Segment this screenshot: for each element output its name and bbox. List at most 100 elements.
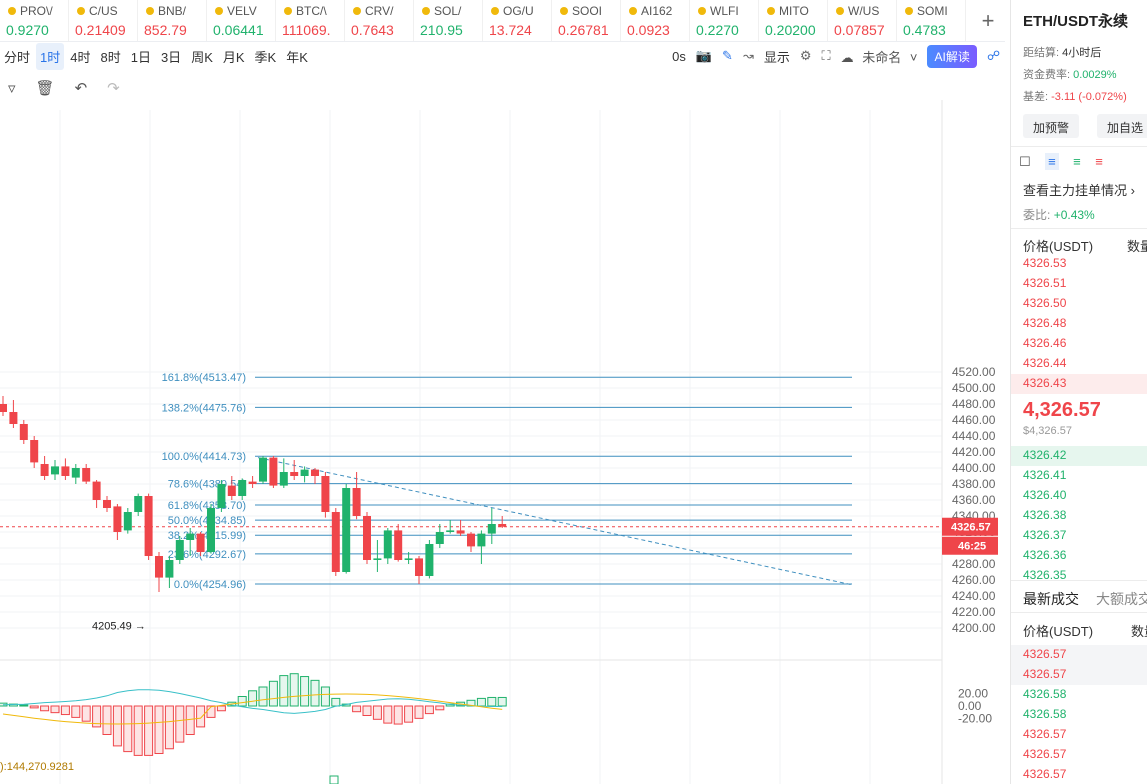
ticker-item[interactable]: VELV 0.06441 bbox=[207, 0, 276, 41]
candle-body bbox=[196, 533, 205, 552]
ask-row[interactable]: 4326.48 bbox=[1023, 316, 1067, 330]
add-alert-button[interactable]: 加预警 bbox=[1023, 114, 1080, 138]
macd-bar bbox=[289, 673, 299, 707]
bid-row[interactable]: 4326.41 bbox=[1023, 468, 1067, 482]
qty-header: 数量 bbox=[1127, 239, 1147, 254]
funding-info: 资金费率: 0.0029% bbox=[1023, 69, 1117, 81]
ticker-item[interactable]: OG/U 13.724 bbox=[483, 0, 552, 41]
timeframe-tab[interactable]: 1时 bbox=[36, 42, 65, 70]
macd-bar bbox=[310, 679, 320, 707]
bid-row[interactable]: 4326.38 bbox=[1023, 508, 1067, 522]
ticker-item[interactable]: W/US 0.07857 bbox=[828, 0, 897, 41]
timeframe-tab[interactable]: 8时 bbox=[100, 49, 121, 65]
macd-bar bbox=[383, 705, 393, 724]
timeframe-tab[interactable]: 3日 bbox=[160, 49, 182, 65]
bid-row[interactable]: 4326.40 bbox=[1023, 488, 1067, 502]
trade-row[interactable]: 4326.57 bbox=[1023, 647, 1067, 661]
ticker-item[interactable]: BNB/852.79 bbox=[138, 0, 207, 41]
coin-icon bbox=[284, 7, 292, 15]
ask-row[interactable]: 4326.46 bbox=[1023, 336, 1067, 350]
undo-icon[interactable]: ↶ bbox=[74, 80, 88, 97]
pencil-icon[interactable]: ✎ bbox=[722, 48, 733, 63]
add-watchlist-button[interactable]: 加自选 bbox=[1097, 114, 1147, 138]
bid-row[interactable]: 4326.35 bbox=[1023, 568, 1067, 582]
timeframe-tab[interactable]: 分时 bbox=[4, 49, 31, 65]
orderbook-view-icons[interactable]: ☐ ≡ ≡ ≡ bbox=[1019, 153, 1103, 170]
ticker-strip: PRO\/ 0.9270 C/US 0.21409 BNB/852.79 VELV 0.06… bbox=[0, 0, 1005, 42]
camera-icon[interactable]: 📷 bbox=[695, 48, 713, 63]
timeframe-tab[interactable]: 季K bbox=[254, 49, 277, 65]
ticker-item[interactable]: SOMI 0.4783 bbox=[897, 0, 966, 41]
chart-area[interactable]: 4520.00 4500.00 4480.00 4460.00 4440.00 4420.… bbox=[0, 100, 1008, 784]
trade-row[interactable]: 4326.57 bbox=[1023, 667, 1067, 681]
redo-icon[interactable]: ↷ bbox=[107, 80, 120, 97]
trades-price-header: 价格(USDT) bbox=[1023, 624, 1094, 639]
candle-body bbox=[238, 480, 247, 496]
bid-row[interactable]: 4326.37 bbox=[1023, 528, 1067, 542]
ticker-item[interactable]: CRV/0.7643 bbox=[345, 0, 414, 41]
ask-row[interactable]: 4326.43 bbox=[1023, 376, 1067, 390]
timeframe-tab[interactable]: 周K bbox=[191, 49, 213, 65]
indicator-icon[interactable]: ↝ bbox=[742, 48, 754, 63]
add-ticker-icon[interactable]: + bbox=[981, 8, 995, 33]
timeframe-tab[interactable]: 1日 bbox=[130, 49, 151, 65]
timeframe-tab[interactable]: 月K bbox=[222, 49, 245, 65]
timeframe-tab[interactable]: 年K bbox=[286, 49, 308, 65]
ticker-symbol: PRO\/ bbox=[20, 4, 53, 18]
ticker-item[interactable]: AI162 0.0923 bbox=[621, 0, 690, 41]
trade-row[interactable]: 4326.57 bbox=[1023, 747, 1067, 761]
candle-body bbox=[363, 516, 371, 560]
ticker-item[interactable]: BTC/\ 111069. bbox=[276, 0, 345, 41]
layout-name-dropdown[interactable]: ☁ 未命名 ˅ bbox=[840, 49, 918, 65]
candle-body bbox=[269, 457, 278, 486]
ask-row[interactable]: 4326.53 bbox=[1023, 256, 1067, 270]
macd-bar bbox=[19, 704, 29, 707]
ticker-item[interactable]: SOL/210.95 bbox=[414, 0, 483, 41]
macd-bar bbox=[196, 705, 206, 728]
trade-row[interactable]: 4326.57 bbox=[1023, 727, 1067, 741]
trade-row[interactable]: 4326.57 bbox=[1023, 767, 1067, 781]
tab-latest-trades[interactable]: 最新成交 bbox=[1023, 591, 1079, 607]
bid-row[interactable]: 4326.42 bbox=[1023, 448, 1067, 462]
display-button[interactable]: 显示 bbox=[763, 49, 790, 65]
macd-tick-label: 0.00 bbox=[958, 699, 982, 713]
ticker-price: 111069. bbox=[282, 22, 331, 38]
ticker-symbol: C/US bbox=[89, 4, 118, 18]
ticker-name: SOOI bbox=[558, 3, 620, 19]
cursor-icon[interactable]: ▿ bbox=[8, 80, 16, 97]
candle-body bbox=[19, 424, 28, 440]
candle-body bbox=[487, 524, 496, 534]
trade-row[interactable]: 4326.58 bbox=[1023, 707, 1067, 721]
ai-interpret-button[interactable]: AI解读 bbox=[927, 44, 977, 68]
settings-icon[interactable]: ⚙ bbox=[799, 48, 812, 63]
ticker-item[interactable]: SOOI 0.26781 bbox=[552, 0, 621, 41]
macd-bar bbox=[112, 705, 122, 747]
macd-bar bbox=[424, 705, 434, 715]
symbol-title[interactable]: ETH/USDT永续 bbox=[1023, 13, 1129, 30]
candle-body bbox=[279, 472, 288, 486]
ticker-item[interactable]: C/US 0.21409 bbox=[69, 0, 138, 41]
ticker-symbol: SOOI bbox=[572, 4, 603, 18]
share-icon[interactable]: ☍ bbox=[986, 48, 1000, 63]
y-tick-label: 4500.00 bbox=[952, 381, 996, 395]
macd-bar bbox=[404, 705, 414, 723]
fullscreen-icon[interactable]: ⛶ bbox=[821, 48, 831, 63]
ask-row[interactable]: 4326.51 bbox=[1023, 276, 1067, 290]
ratio-info: 委比: +0.43% bbox=[1023, 208, 1095, 222]
trade-row[interactable]: 4326.58 bbox=[1023, 687, 1067, 701]
tab-large-trades[interactable]: 大额成交 bbox=[1096, 591, 1147, 607]
orderbook-link[interactable]: 查看主力挂单情况 › bbox=[1023, 183, 1135, 198]
timeframe-tab[interactable]: 4时 bbox=[70, 49, 91, 65]
ticker-item[interactable]: PRO\/ 0.9270 bbox=[0, 0, 69, 41]
macd-bar bbox=[362, 705, 372, 716]
ask-row[interactable]: 4326.50 bbox=[1023, 296, 1067, 310]
low-price-label: 4205.49 → bbox=[92, 621, 146, 633]
ticker-item[interactable]: MITO 0.20200 bbox=[759, 0, 828, 41]
ticker-item[interactable]: WLFI 0.2270 bbox=[690, 0, 759, 41]
candle-body bbox=[217, 484, 226, 508]
trash-icon[interactable]: 🗑 bbox=[35, 80, 55, 97]
bid-row[interactable]: 4326.36 bbox=[1023, 548, 1067, 562]
candlestick-chart[interactable]: 4520.00 4500.00 4480.00 4460.00 4440.00 4420.… bbox=[0, 100, 1008, 784]
ask-row[interactable]: 4326.44 bbox=[1023, 356, 1067, 370]
macd-bar bbox=[279, 675, 289, 707]
